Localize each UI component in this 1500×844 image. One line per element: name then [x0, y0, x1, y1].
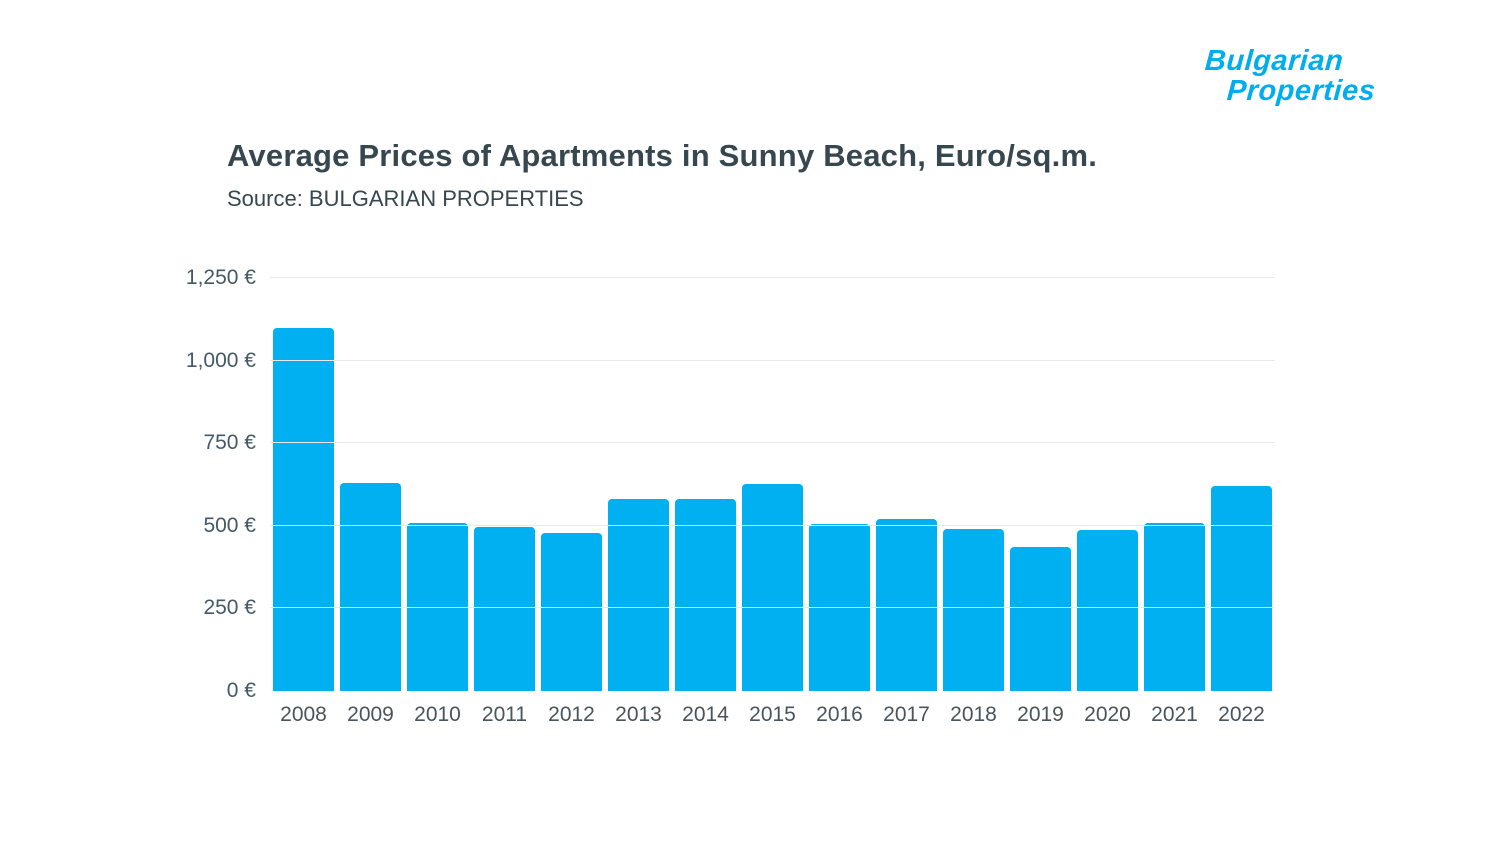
chart-title: Average Prices of Apartments in Sunny Be…: [227, 138, 1098, 173]
y-tick-label: 250 €: [203, 596, 256, 620]
x-tick-label: 2015: [749, 703, 796, 726]
x-tick-label: 2009: [347, 703, 394, 726]
gridline: [270, 524, 1275, 526]
bar: [473, 527, 536, 691]
y-tick-label: 750 €: [203, 431, 256, 455]
y-tick-label: 500 €: [203, 513, 256, 537]
x-tick-label: 2021: [1151, 703, 1198, 726]
bar-slot: [270, 278, 337, 691]
brand-logo: Bulgarian Properties: [1198, 45, 1432, 107]
bar-slot: [1074, 278, 1141, 691]
bar: [272, 327, 335, 691]
bar: [674, 498, 737, 691]
bar-slot: [471, 278, 538, 691]
bar-slot: [1141, 278, 1208, 691]
bar: [1076, 529, 1139, 691]
bar-slot: [672, 278, 739, 691]
x-tick-label: 2022: [1218, 703, 1265, 726]
bar-slot: [605, 278, 672, 691]
gridline: [270, 442, 1275, 444]
bar: [339, 482, 402, 691]
x-tick-label: 2018: [950, 703, 997, 726]
bar-slot: [739, 278, 806, 691]
plot-area: [270, 277, 1275, 691]
bar: [942, 529, 1005, 691]
bar: [1210, 486, 1273, 691]
bar-slot: [940, 278, 1007, 691]
brand-logo-line2: Properties: [1225, 75, 1377, 107]
x-tick-label: 2013: [615, 703, 662, 726]
chart-source: Source: BULGARIAN PROPERTIES: [227, 186, 584, 211]
bar: [607, 499, 670, 691]
bar: [540, 533, 603, 691]
gridline: [270, 359, 1275, 361]
bar: [875, 519, 938, 691]
bar-slot: [1007, 278, 1074, 691]
bar-slot: [404, 278, 471, 691]
x-tick-label: 2019: [1017, 703, 1064, 726]
bar-slot: [538, 278, 605, 691]
y-axis: 0 € 250 € 500 € 750 € 1,000 € 1,250 €: [160, 266, 270, 702]
y-tick-label: 1,000 €: [185, 348, 256, 372]
x-tick-label: 2010: [414, 703, 461, 726]
bar: [741, 483, 804, 691]
bar: [1143, 523, 1206, 691]
bar-slot: [873, 278, 940, 691]
y-tick-label: 0 €: [226, 679, 256, 702]
y-tick-label: 1,250 €: [185, 266, 256, 289]
x-tick-label: 2011: [481, 703, 528, 726]
x-tick-label: 2012: [548, 703, 595, 726]
x-tick-label: 2014: [682, 703, 729, 726]
bar-chart: 0 €250 €500 €750 €1,000 €1,250 € 2008 200…: [160, 266, 1275, 735]
gridline: [270, 607, 1275, 609]
brand-logo-line1: Bulgarian: [1203, 45, 1345, 77]
bar-slot: [1208, 278, 1275, 691]
x-axis: 2008 2009 2010 2011 2012 2013 2014 2015 2016 2017…: [270, 691, 1275, 735]
bars-container: [270, 278, 1275, 691]
x-tick-label: 2017: [883, 703, 930, 726]
gridline: [270, 277, 1275, 278]
bar: [406, 522, 469, 691]
bar: [1009, 547, 1072, 691]
bar-slot: [806, 278, 873, 691]
bar-slot: [337, 278, 404, 691]
x-tick-label: 2020: [1084, 703, 1131, 726]
x-tick-label: 2016: [816, 703, 863, 726]
x-tick-label: 2008: [280, 703, 327, 726]
